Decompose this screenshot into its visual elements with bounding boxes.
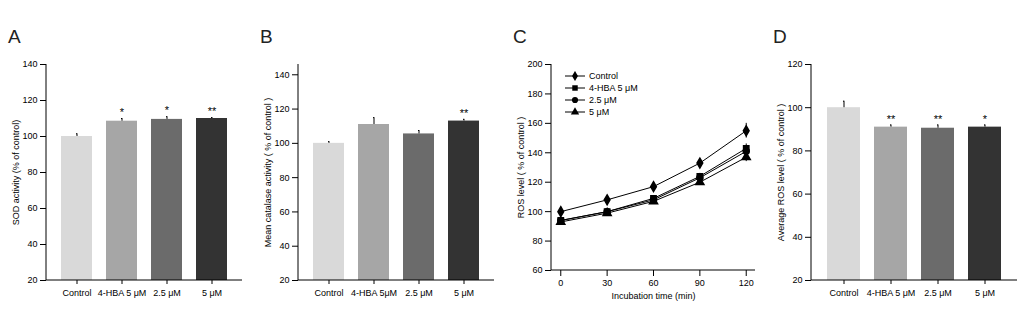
- svg-text:Mean catalase activity ( % of: Mean catalase activity ( % of control ): [263, 98, 273, 248]
- svg-text:60: 60: [279, 207, 289, 217]
- svg-text:0: 0: [558, 278, 563, 288]
- html-text:A: A: [8, 26, 21, 47]
- svg-text:Control: Control: [314, 288, 343, 298]
- svg-text:**: **: [934, 113, 943, 125]
- svg-text:**: **: [208, 105, 217, 117]
- svg-text:40: 40: [27, 239, 37, 249]
- svg-text:60: 60: [648, 278, 658, 288]
- svg-text:160: 160: [527, 118, 542, 128]
- svg-text:Average ROS level ( % of contr: Average ROS level ( % of control ): [776, 104, 786, 241]
- svg-text:60: 60: [27, 203, 37, 213]
- html-text:2.5 μM: 2.5 μM: [589, 95, 617, 105]
- svg-text:120: 120: [527, 177, 542, 187]
- svg-text:4-HBA 5μM: 4-HBA 5μM: [351, 288, 397, 298]
- svg-text:40: 40: [279, 241, 289, 251]
- svg-text:80: 80: [792, 146, 802, 156]
- svg-text:4-HBA 5 μM: 4-HBA 5 μM: [98, 288, 147, 298]
- svg-text:80: 80: [279, 173, 289, 183]
- svg-text:2.5 μM: 2.5 μM: [924, 288, 952, 298]
- svg-text:80: 80: [27, 167, 37, 177]
- html-text:B: B: [260, 26, 273, 47]
- svg-text:Control: Control: [829, 288, 858, 298]
- svg-text:**: **: [887, 113, 896, 125]
- svg-text:5 μM: 5 μM: [975, 288, 995, 298]
- svg-text:40: 40: [792, 232, 802, 242]
- svg-text:60: 60: [792, 189, 802, 199]
- svg-text:140: 140: [527, 148, 542, 158]
- svg-text:140: 140: [274, 70, 289, 80]
- svg-text:Control: Control: [62, 288, 91, 298]
- svg-text:*: *: [165, 104, 170, 116]
- svg-text:*: *: [120, 106, 125, 118]
- svg-text:20: 20: [792, 275, 802, 285]
- svg-text:100: 100: [22, 131, 37, 141]
- svg-text:*: *: [983, 113, 988, 125]
- svg-text:200: 200: [527, 59, 542, 69]
- svg-text:60: 60: [532, 265, 542, 275]
- svg-text:20: 20: [279, 275, 289, 285]
- svg-text:100: 100: [787, 103, 802, 113]
- svg-text:100: 100: [527, 207, 542, 217]
- svg-text:20: 20: [27, 275, 37, 285]
- svg-text:2.5 μM: 2.5 μM: [153, 288, 181, 298]
- html-text:5 μM: 5 μM: [589, 107, 610, 117]
- html-text:4-HBA 5 μM: 4-HBA 5 μM: [589, 83, 638, 93]
- svg-text:120: 120: [787, 59, 802, 69]
- svg-text:**: **: [460, 107, 469, 119]
- svg-text:140: 140: [22, 59, 37, 69]
- html-text:D: D: [773, 26, 787, 47]
- svg-text:5 μM: 5 μM: [454, 288, 474, 298]
- svg-text:SOD activity (% of control): SOD activity (% of control): [11, 120, 21, 226]
- svg-text:120: 120: [274, 104, 289, 114]
- svg-text:120: 120: [739, 278, 754, 288]
- svg-text:ROS level ( % of control ): ROS level ( % of control ): [516, 117, 526, 219]
- svg-text:100: 100: [274, 138, 289, 148]
- html-text:C: C: [513, 26, 527, 47]
- svg-text:Incubation time (min): Incubation time (min): [611, 291, 695, 301]
- svg-text:2.5 μM: 2.5 μM: [405, 288, 433, 298]
- svg-text:120: 120: [22, 95, 37, 105]
- svg-text:80: 80: [532, 236, 542, 246]
- html-text:Control: Control: [589, 71, 618, 81]
- svg-text:5 μM: 5 μM: [202, 288, 222, 298]
- svg-text:4-HBA 5 μM: 4-HBA 5 μM: [867, 288, 916, 298]
- svg-text:30: 30: [602, 278, 612, 288]
- svg-text:180: 180: [527, 89, 542, 99]
- svg-text:90: 90: [695, 278, 705, 288]
